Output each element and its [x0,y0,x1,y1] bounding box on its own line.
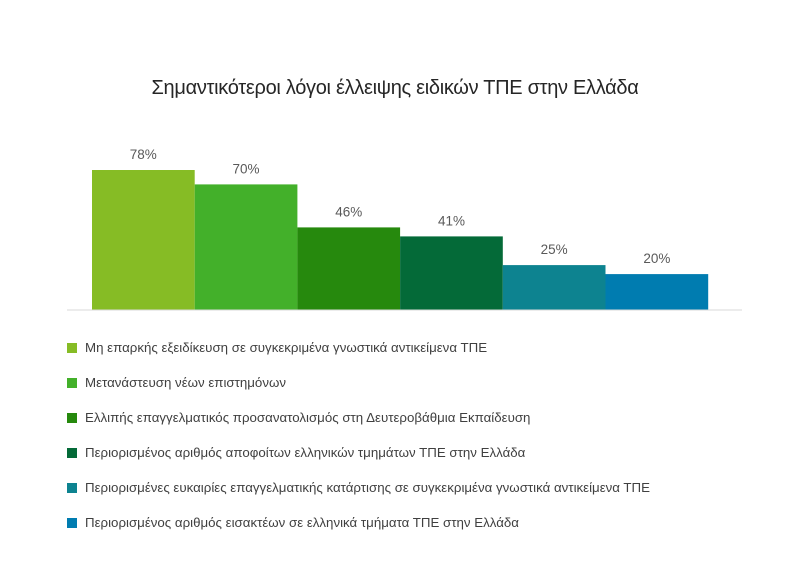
legend-item: Ελλιπής επαγγελματικός προσανατολισμός σ… [67,400,650,435]
legend-swatch [67,482,77,493]
legend-label: Μη επαρκής εξειδίκευση σε συγκεκριμένα γ… [85,340,488,355]
legend-item: Μετανάστευση νέων επιστημόνων [67,365,650,400]
data-label: 20% [643,251,670,266]
chart-title: Σημαντικότεροι λόγοι έλλειψης ειδικών ΤΠ… [151,77,639,99]
legend-swatch [67,447,77,458]
legend-label: Περιορισμένες ευκαιρίες επαγγελματικής κ… [85,480,651,495]
legend-swatch [67,377,77,388]
legend-label: Ελλιπής επαγγελματικός προσανατολισμός σ… [85,410,531,425]
legend-item: Μη επαρκής εξειδίκευση σε συγκεκριμένα γ… [67,330,650,365]
data-label: 70% [232,161,259,176]
legend-swatch [67,412,77,423]
legend-item: Περιορισμένος αριθμός εισακτέων σε ελλην… [67,505,650,540]
data-label: 25% [541,242,568,257]
data-label: 46% [335,204,362,219]
bar [194,184,298,310]
bar [400,236,503,310]
bars-group [92,170,709,310]
bar [605,274,709,310]
legend-label: Περιορισμένος αριθμός εισακτέων σε ελλην… [85,515,519,530]
legend-item: Περιορισμένος αριθμός αποφοίτων ελληνικώ… [67,435,650,470]
data-label: 41% [438,213,465,228]
legend-label: Μετανάστευση νέων επιστημόνων [85,375,286,390]
bar [502,265,606,310]
data-label: 78% [130,147,157,162]
legend-swatch [67,517,77,528]
legend: Μη επαρκής εξειδίκευση σε συγκεκριμένα γ… [67,330,650,540]
legend-label: Περιορισμένος αριθμός αποφοίτων ελληνικώ… [85,445,526,460]
bar [92,170,195,310]
legend-swatch [67,342,77,353]
legend-item: Περιορισμένες ευκαιρίες επαγγελματικής κ… [67,470,650,505]
bar [297,227,401,310]
data-labels-group: 78% 70% 46% 41% 25% 20% [130,147,671,266]
